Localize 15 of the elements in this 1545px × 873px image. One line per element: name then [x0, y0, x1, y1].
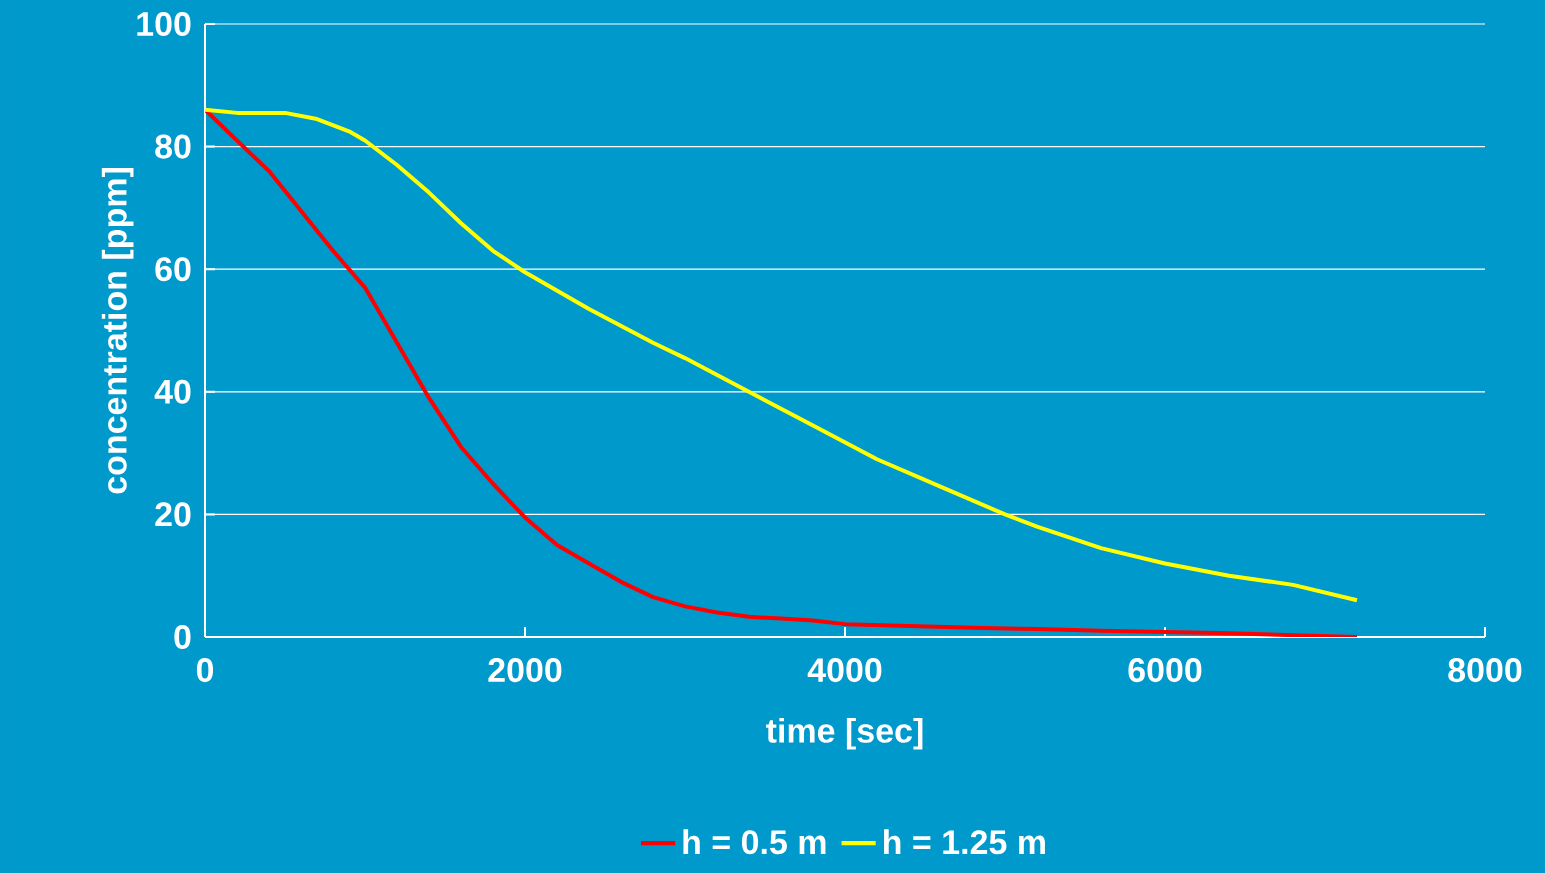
x-tick-label: 4000 [807, 658, 882, 683]
x-axis-title: time [sec] [766, 717, 923, 750]
y-axis-title: concentration [ppm] [101, 168, 134, 494]
y-tick-label: 0 [174, 624, 191, 650]
y-tick-label: 60 [155, 257, 191, 282]
y-tick-label: 20 [155, 502, 191, 527]
x-tick-label: 6000 [1128, 658, 1202, 683]
legend-label: h = 0.5 m [683, 829, 826, 855]
y-tick-label: 40 [154, 379, 191, 404]
y-tick-label: 100 [137, 11, 191, 37]
y-tick-label: 80 [155, 134, 191, 159]
x-tick-label: 0 [196, 658, 214, 683]
x-tick-label: 8000 [1448, 658, 1522, 683]
x-tick-label: 2000 [488, 658, 562, 683]
legend-label: h = 1.25 m [884, 829, 1045, 855]
